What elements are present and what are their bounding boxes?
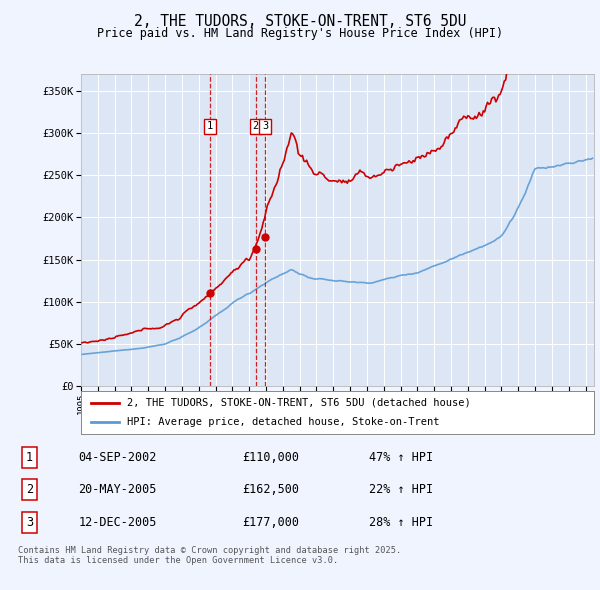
Text: 20-MAY-2005: 20-MAY-2005 (78, 483, 157, 496)
Text: 2: 2 (253, 121, 259, 131)
Text: 28% ↑ HPI: 28% ↑ HPI (369, 516, 433, 529)
Text: £162,500: £162,500 (242, 483, 299, 496)
Text: 2: 2 (26, 483, 33, 496)
Text: £110,000: £110,000 (242, 451, 299, 464)
Text: 2, THE TUDORS, STOKE-ON-TRENT, ST6 5DU: 2, THE TUDORS, STOKE-ON-TRENT, ST6 5DU (134, 14, 466, 28)
Text: 47% ↑ HPI: 47% ↑ HPI (369, 451, 433, 464)
Text: 3: 3 (262, 121, 268, 131)
Text: 3: 3 (26, 516, 33, 529)
Text: 1: 1 (26, 451, 33, 464)
Text: 04-SEP-2002: 04-SEP-2002 (78, 451, 157, 464)
Text: 2, THE TUDORS, STOKE-ON-TRENT, ST6 5DU (detached house): 2, THE TUDORS, STOKE-ON-TRENT, ST6 5DU (… (127, 398, 471, 408)
Text: 12-DEC-2005: 12-DEC-2005 (78, 516, 157, 529)
Text: 22% ↑ HPI: 22% ↑ HPI (369, 483, 433, 496)
Text: HPI: Average price, detached house, Stoke-on-Trent: HPI: Average price, detached house, Stok… (127, 417, 440, 427)
Text: Contains HM Land Registry data © Crown copyright and database right 2025.
This d: Contains HM Land Registry data © Crown c… (18, 546, 401, 565)
Text: Price paid vs. HM Land Registry's House Price Index (HPI): Price paid vs. HM Land Registry's House … (97, 27, 503, 40)
Text: £177,000: £177,000 (242, 516, 299, 529)
Text: 1: 1 (207, 121, 213, 131)
